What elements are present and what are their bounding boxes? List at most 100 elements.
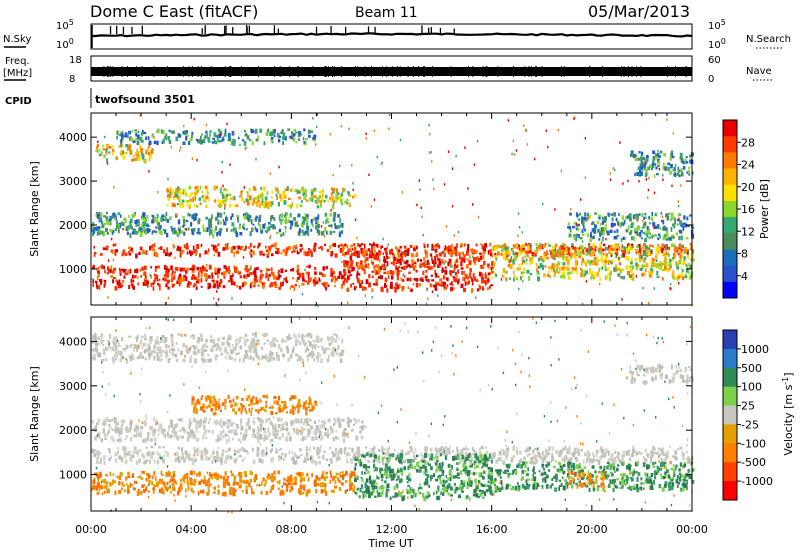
data-cell [120, 426, 122, 429]
data-cell [469, 268, 472, 273]
data-cell [505, 271, 508, 274]
data-cell [128, 285, 130, 289]
data-cell [598, 217, 600, 220]
data-cell [559, 247, 561, 251]
data-cell [217, 447, 219, 450]
data-cell [671, 215, 674, 220]
data-cell [549, 250, 551, 253]
data-cell [381, 446, 383, 451]
data-cell [144, 343, 146, 347]
data-cell [169, 358, 171, 360]
data-cell [428, 266, 431, 270]
data-cell [688, 170, 690, 174]
data-cell [327, 359, 329, 363]
data-cell [223, 271, 226, 276]
data-cell [178, 447, 180, 450]
data-cell [268, 202, 271, 205]
data-cell [598, 238, 600, 241]
data-cell [421, 207, 422, 210]
data-cell [209, 130, 212, 132]
data-cell [309, 399, 312, 403]
data-cell [205, 339, 208, 342]
data-cell [360, 260, 363, 264]
data-cell [658, 448, 661, 451]
data-cell [339, 165, 340, 168]
colorbar-swatch [723, 250, 737, 267]
data-cell [106, 158, 108, 162]
data-cell [445, 245, 447, 250]
data-cell [125, 427, 128, 431]
data-cell [648, 177, 649, 180]
data-cell [226, 228, 228, 232]
data-cell [419, 188, 420, 191]
data-cell [244, 281, 247, 284]
data-cell [112, 152, 114, 156]
data-cell [330, 252, 332, 254]
data-cell [359, 265, 361, 269]
data-cell [237, 246, 239, 248]
data-cell [295, 354, 298, 356]
data-cell [372, 262, 374, 265]
data-cell [482, 286, 484, 290]
data-cell [283, 132, 286, 136]
data-cell [294, 129, 297, 132]
data-cell [233, 281, 235, 284]
data-cell [430, 253, 432, 256]
data-cell [503, 254, 505, 257]
data-cell [281, 433, 284, 437]
data-cell [689, 214, 691, 216]
data-cell [187, 251, 189, 254]
data-cell [404, 246, 406, 248]
data-cell [374, 199, 375, 202]
data-cell [572, 267, 575, 270]
data-cell [178, 348, 180, 351]
data-cell [382, 238, 383, 241]
colorbar-swatch [723, 201, 737, 218]
data-cell [243, 437, 246, 440]
data-cell [231, 247, 233, 250]
data-cell [681, 168, 683, 171]
data-cell [295, 284, 298, 287]
data-cell [118, 431, 120, 434]
data-cell [179, 274, 182, 278]
data-cell [323, 200, 325, 203]
data-cell [328, 221, 330, 223]
data-cell [530, 273, 532, 275]
data-cell [287, 128, 290, 131]
data-cell [249, 188, 252, 191]
freq-unit: [MHz] [3, 68, 32, 79]
data-cell [352, 248, 354, 250]
data-cell [253, 252, 255, 255]
data-cell [202, 359, 205, 363]
data-cell [244, 215, 247, 220]
data-cell [193, 434, 196, 438]
nave-tick-top: 60 [708, 55, 721, 66]
data-cell [464, 146, 465, 149]
data-cell [272, 429, 275, 434]
data-cell [576, 270, 578, 275]
data-cell [204, 343, 207, 347]
data-cell [649, 222, 651, 224]
data-cell [428, 124, 429, 127]
data-cell [610, 271, 612, 275]
data-cell [395, 246, 398, 249]
data-cell [91, 349, 94, 352]
data-cell [417, 259, 419, 262]
data-cell [305, 412, 308, 416]
data-cell [677, 266, 679, 270]
data-cell [619, 263, 620, 266]
data-cell [445, 287, 447, 290]
data-cell [206, 134, 208, 139]
data-cell [642, 287, 643, 290]
data-cell [101, 224, 104, 228]
data-cell [290, 220, 293, 225]
data-cell [229, 400, 232, 403]
data-cell [394, 287, 396, 289]
data-cell [174, 257, 175, 260]
data-cell [270, 411, 273, 415]
data-cell [365, 425, 367, 428]
data-cell [527, 143, 528, 146]
data-cell [662, 179, 663, 182]
data-cell [548, 245, 551, 247]
data-cell [104, 282, 106, 284]
